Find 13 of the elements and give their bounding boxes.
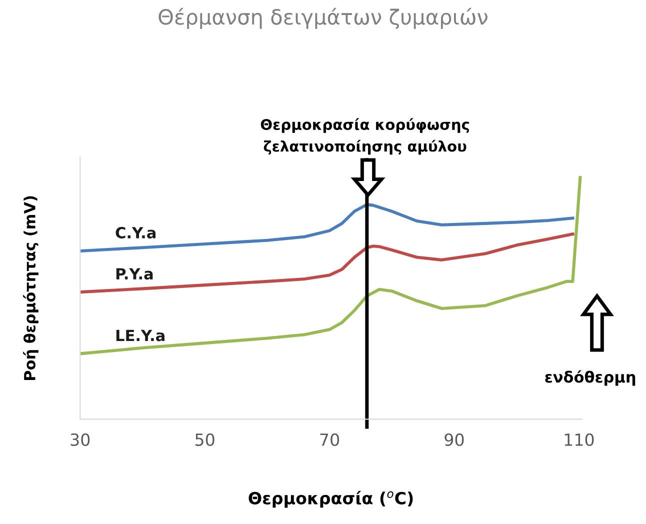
annotation: ενδόθερμη — [545, 370, 636, 386]
series-label: P.Y.a — [116, 268, 153, 280]
x-tick-label: 70 — [320, 433, 340, 446]
x-tick-label: 50 — [195, 433, 214, 446]
series-label: LE.Y.a — [116, 330, 164, 342]
x-axis-title: Θερμοκρασία ($^{o}$C) — [248, 490, 413, 508]
x-tick-label: 110 — [564, 433, 594, 446]
y-axis-title: Ροή θερμότητας (mV) — [23, 196, 38, 380]
ref-line-label: Θερμοκρασία κορύφωσης ζελατινοποίησης αμύλου — [260, 118, 469, 155]
x-tick-label: 30 — [70, 433, 90, 446]
x-tick-label: 90 — [444, 433, 464, 446]
chart-title: Θέρμανση δειγμάτων ζυμαριών — [158, 8, 488, 29]
series-label: C.Y.a — [116, 226, 156, 238]
